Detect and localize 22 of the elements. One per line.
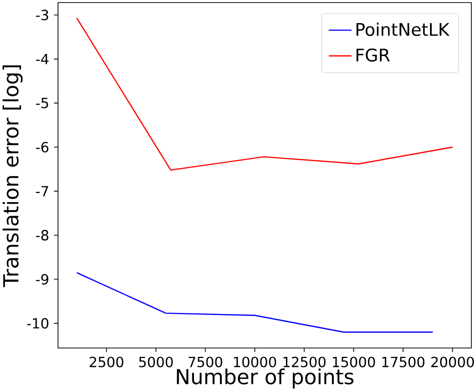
legend-label: FGR bbox=[356, 48, 390, 62]
x-tick-label: 2500 bbox=[90, 356, 124, 368]
x-tick-label: 15000 bbox=[332, 356, 375, 368]
y-axis-title: Translation error [log] bbox=[2, 65, 23, 288]
y-tick-label: -3 bbox=[36, 10, 48, 20]
x-tick-label: 5000 bbox=[139, 356, 173, 368]
y-tick-label: -5 bbox=[36, 98, 48, 108]
x-tick-label: 17500 bbox=[382, 356, 424, 368]
y-tick-label: -10 bbox=[27, 318, 48, 329]
y-tick-label: -6 bbox=[36, 142, 48, 152]
y-tick-label: -4 bbox=[36, 54, 49, 64]
line-series bbox=[76, 17, 454, 171]
y-tick-label: -7 bbox=[36, 186, 48, 196]
line-series bbox=[76, 272, 434, 333]
x-tick-label: 12500 bbox=[283, 356, 326, 368]
y-tick-label: -9 bbox=[36, 274, 48, 285]
legend-label: PointNetLK bbox=[356, 22, 450, 36]
x-tick-label: 20000 bbox=[431, 356, 474, 368]
y-tick-label: -8 bbox=[36, 230, 48, 241]
x-tick-label: 10000 bbox=[234, 356, 276, 368]
x-tick-label: 7500 bbox=[188, 356, 222, 368]
x-axis-title: Number of points bbox=[176, 368, 354, 388]
